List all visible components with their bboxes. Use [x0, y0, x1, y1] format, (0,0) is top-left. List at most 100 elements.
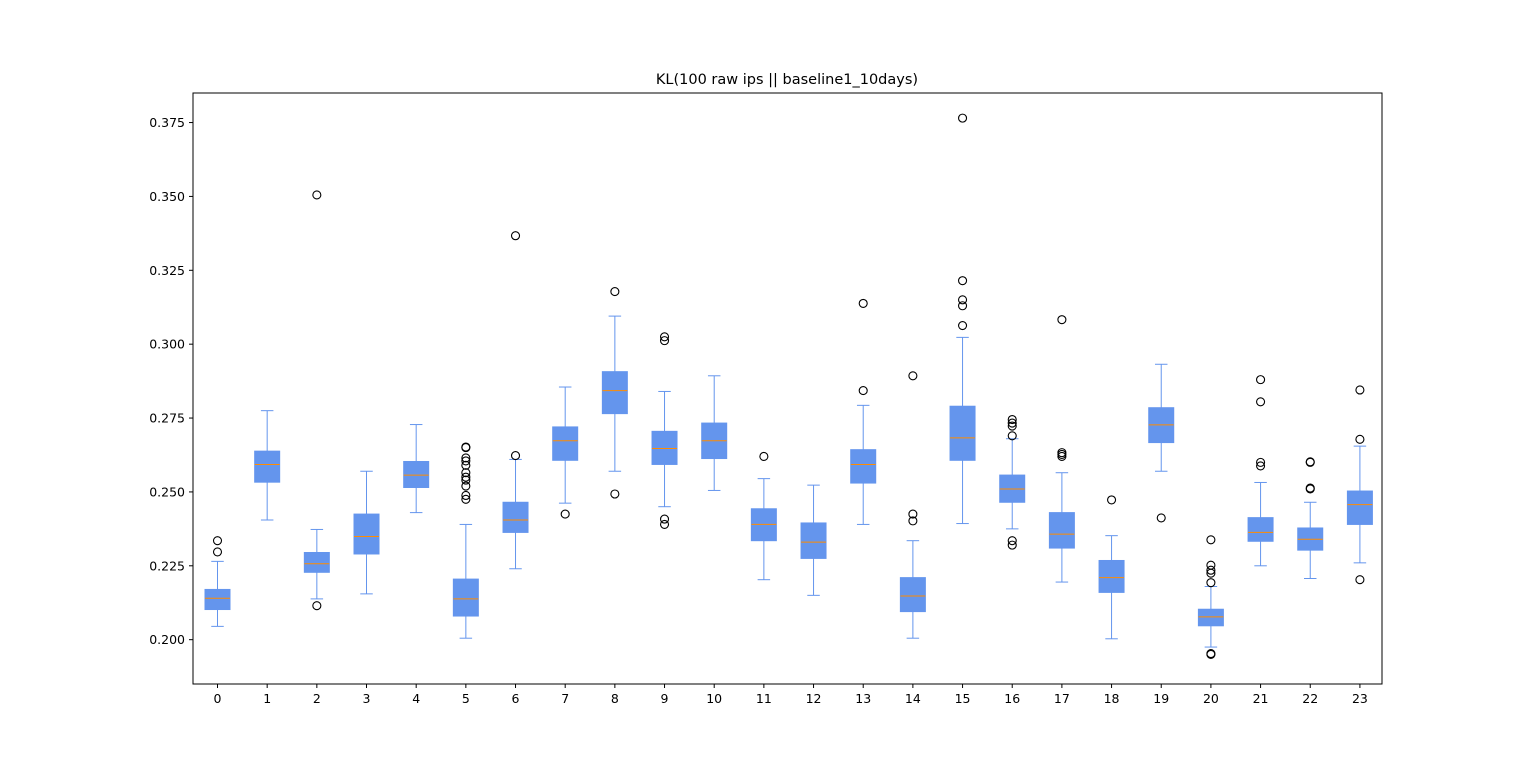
plot-frame — [192, 92, 1383, 685]
outlier-point — [1256, 397, 1266, 407]
box-group-19 — [1148, 363, 1175, 523]
box — [204, 588, 231, 611]
outlier-point — [1206, 578, 1216, 588]
box-group-11 — [750, 451, 777, 581]
box — [1197, 608, 1224, 627]
outlier-point — [510, 451, 521, 461]
x-tick-label: 15 — [955, 691, 971, 706]
box-group-13 — [850, 298, 877, 525]
x-tick-label: 10 — [706, 691, 722, 706]
outlier-point — [610, 287, 620, 297]
box-group-22 — [1297, 457, 1324, 580]
x-tick-label: 20 — [1203, 691, 1219, 706]
box-group-20 — [1197, 535, 1224, 660]
y-tick-label: 0.200 — [149, 632, 185, 647]
box — [850, 449, 877, 484]
y-tick-label: 0.375 — [149, 115, 185, 130]
box — [800, 522, 827, 559]
outlier-point — [560, 509, 570, 519]
x-tick-label: 8 — [611, 691, 619, 706]
box-group-23 — [1346, 385, 1373, 585]
outlier-point — [312, 601, 322, 611]
box — [552, 426, 579, 461]
outlier-point — [1206, 565, 1216, 575]
outlier-point — [1156, 513, 1166, 523]
box — [949, 405, 976, 461]
x-axis: 0 1 2 3 4 5 6 7 8 9 10 11 12 13 14 15 16 17 18 19 20 21 22 23 — [214, 684, 1368, 706]
outlier-point — [1206, 649, 1216, 659]
box — [601, 371, 628, 415]
chart-title: KL(100 raw ips || baseline1_10days) — [656, 72, 918, 88]
box-group-4 — [403, 424, 430, 514]
x-tick-label: 3 — [363, 691, 371, 706]
box-group-1 — [254, 410, 281, 521]
x-tick-label: 19 — [1153, 691, 1169, 706]
y-tick-label: 0.300 — [149, 337, 185, 352]
x-tick-label: 4 — [412, 691, 420, 706]
box-group-16 — [999, 414, 1026, 550]
x-tick-label: 23 — [1352, 691, 1368, 706]
outlier-point — [1305, 457, 1315, 467]
outlier-point — [510, 231, 521, 241]
y-tick-label: 0.250 — [149, 484, 185, 499]
outlier-point — [1007, 540, 1017, 550]
box — [502, 501, 529, 533]
x-tick-label: 7 — [561, 691, 569, 706]
outlier-point — [610, 489, 620, 499]
outlier-point — [461, 475, 471, 485]
outlier-point — [759, 451, 769, 462]
outlier-point — [212, 547, 223, 557]
box-group-0 — [204, 536, 231, 627]
outlier-point — [858, 386, 868, 396]
x-tick-label: 16 — [1004, 691, 1020, 706]
box — [1098, 559, 1125, 593]
box-group-5 — [452, 442, 479, 639]
box — [899, 577, 926, 613]
outlier-point — [957, 113, 968, 123]
outlier-point — [461, 494, 471, 504]
x-tick-label: 9 — [661, 691, 669, 706]
outlier-point — [1007, 418, 1017, 428]
x-tick-label: 5 — [462, 691, 470, 706]
outlier-point — [461, 472, 471, 482]
outlier-point — [1256, 457, 1266, 467]
box — [254, 450, 281, 483]
x-tick-label: 13 — [855, 691, 871, 706]
outlier-point — [1256, 461, 1266, 471]
outlier-point — [1206, 535, 1216, 545]
outlier-point — [908, 371, 918, 381]
outlier-point — [1007, 536, 1017, 546]
outlier-point — [461, 481, 471, 491]
outlier-point — [461, 460, 471, 470]
x-tick-label: 12 — [806, 691, 822, 706]
x-tick-label: 1 — [263, 691, 271, 706]
x-tick-label: 11 — [756, 691, 772, 706]
box — [1346, 490, 1373, 525]
y-tick-label: 0.275 — [149, 411, 185, 426]
outlier-point — [1355, 385, 1365, 395]
outlier-point — [312, 190, 322, 200]
box-group-3 — [353, 470, 380, 595]
x-tick-label: 14 — [905, 691, 921, 706]
outlier-point — [659, 514, 670, 524]
box-group-15 — [949, 113, 976, 525]
box — [1048, 512, 1075, 549]
outlier-point — [858, 298, 868, 308]
outlier-point — [1007, 431, 1017, 441]
x-tick-label: 17 — [1054, 691, 1070, 706]
outlier-point — [1355, 575, 1365, 585]
outlier-point — [908, 509, 918, 519]
x-tick-label: 2 — [313, 691, 321, 706]
box-group-6 — [502, 231, 529, 570]
outlier-point — [957, 301, 968, 311]
outlier-point — [659, 332, 670, 342]
box — [403, 460, 430, 488]
x-tick-label: 6 — [512, 691, 520, 706]
box — [353, 513, 380, 555]
outlier-point — [659, 519, 670, 529]
box-group-14 — [899, 371, 926, 639]
outlier-point — [908, 516, 918, 526]
plot-area — [204, 113, 1373, 660]
